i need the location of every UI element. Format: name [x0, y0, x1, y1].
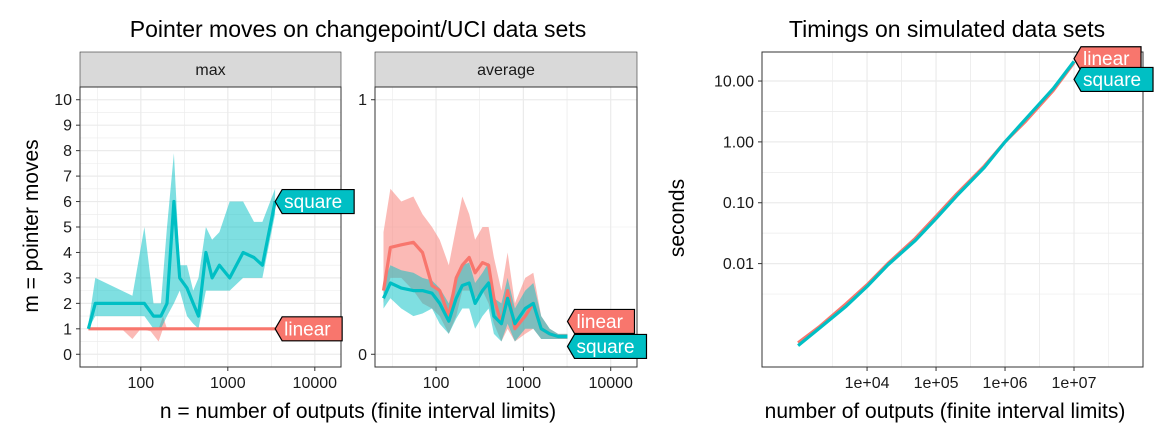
strip-max — [79, 51, 342, 88]
y-tick-label: 1 — [63, 321, 72, 338]
end-label-box-linear — [274, 316, 343, 342]
y-tick-label: 2 — [63, 296, 72, 313]
end-label-square: square — [1083, 70, 1141, 91]
strip-max-label: max — [195, 62, 225, 79]
y-tick-label: 8 — [63, 143, 72, 160]
y-tick-label: 0.01 — [723, 256, 754, 273]
y-axis-label-left: m = pointer moves — [20, 139, 43, 312]
x-tick-label: 10000 — [588, 375, 633, 392]
plot-background — [762, 52, 1143, 367]
series-line-square — [382, 281, 568, 339]
x-tick-label: 100 — [423, 375, 450, 392]
end-label-box-linear — [566, 308, 636, 335]
panel-border — [374, 86, 638, 368]
end-label-box-square — [566, 333, 648, 360]
series-line-square — [86, 199, 277, 330]
y-tick-label: 9 — [63, 118, 72, 135]
strip-average — [374, 51, 638, 88]
end-label-linear: linear — [576, 312, 623, 333]
y-tick-label: 1 — [358, 92, 367, 109]
y-tick-label: 6 — [63, 194, 72, 211]
y-tick-label: 4 — [63, 245, 72, 262]
panel-average: 100 1000 10000 0 1 linear square — [358, 86, 648, 392]
x-axis-label-left: n = number of outputs (finite interval l… — [160, 400, 556, 423]
end-label-linear: linear — [284, 319, 331, 340]
band-linear — [88, 316, 276, 342]
strip-average-label: average — [477, 62, 535, 79]
chart-title-right: Timings on simulated data sets — [789, 16, 1105, 42]
band-square — [88, 153, 276, 329]
x-tick-label: 1e+06 — [983, 375, 1028, 392]
x-tick-label: 1e+05 — [914, 375, 959, 392]
x-tick-label: 1000 — [210, 375, 246, 392]
x-tick-label: 1e+04 — [845, 375, 890, 392]
y-tick-label: 10.00 — [714, 74, 754, 91]
y-tick-label: 0 — [358, 347, 367, 364]
x-tick-label: 1000 — [506, 375, 542, 392]
panel-border — [761, 51, 1144, 368]
x-tick-label: 100 — [127, 375, 154, 392]
end-label-box-square — [274, 188, 355, 215]
panel-timings: 1e+04 1e+05 1e+06 1e+07 0.01 0.10 1.00 10.00 lin… — [714, 46, 1154, 392]
x-axis-label-right: number of outputs (finite interval limit… — [765, 400, 1126, 423]
y-axis-label-right: seconds — [666, 179, 689, 257]
end-label-square: square — [284, 192, 342, 213]
y-tick-label: 7 — [63, 169, 72, 186]
end-label-linear: linear — [1083, 49, 1130, 70]
end-label-square: square — [576, 337, 634, 358]
end-label-box-square — [1073, 66, 1154, 93]
y-tick-label: 0.10 — [723, 195, 754, 212]
x-tick-label: 10000 — [293, 375, 338, 392]
panel-border — [79, 86, 342, 368]
panel-max: 100 1000 10000 0 1 2 3 4 5 6 7 8 9 10 linear square — [54, 86, 355, 392]
y-tick-label: 10 — [54, 92, 72, 109]
x-tick-label: 1e+07 — [1052, 375, 1097, 392]
chart-title-left: Pointer moves on changepoint/UCI data se… — [130, 16, 586, 42]
series-line-square — [797, 60, 1076, 347]
y-tick-label: 0 — [63, 347, 72, 364]
y-tick-label: 3 — [63, 270, 72, 287]
y-tick-label: 5 — [63, 220, 72, 237]
y-tick-label: 1.00 — [723, 134, 754, 151]
